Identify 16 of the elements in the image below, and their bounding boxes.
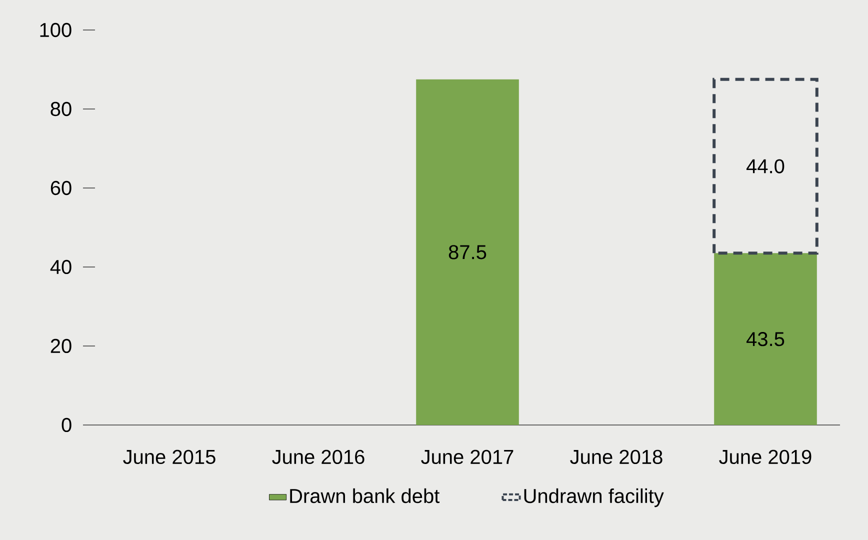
y-tick-label: 40: [50, 260, 72, 274]
x-tick-label: June 2015: [123, 450, 216, 464]
x-tick-label: June 2017: [421, 450, 514, 464]
y-tick-label: 100: [40, 22, 72, 38]
legend-label: Undrawn facility: [524, 488, 664, 508]
legend-label: Drawn bank debt: [290, 488, 440, 504]
y-tick-label: 20: [50, 338, 72, 354]
x-tick-label: June 2019: [719, 450, 812, 464]
data-label: 87.5: [448, 245, 486, 260]
y-tick-label: 60: [50, 180, 72, 196]
y-tick-label: 80: [50, 102, 72, 116]
x-tick-label: June 2018: [570, 450, 662, 464]
y-tick-label: 0: [62, 418, 72, 432]
x-tick-label: June 2016: [272, 450, 364, 464]
data-label: 43.5: [746, 332, 784, 346]
data-label: 44.0: [746, 159, 784, 174]
